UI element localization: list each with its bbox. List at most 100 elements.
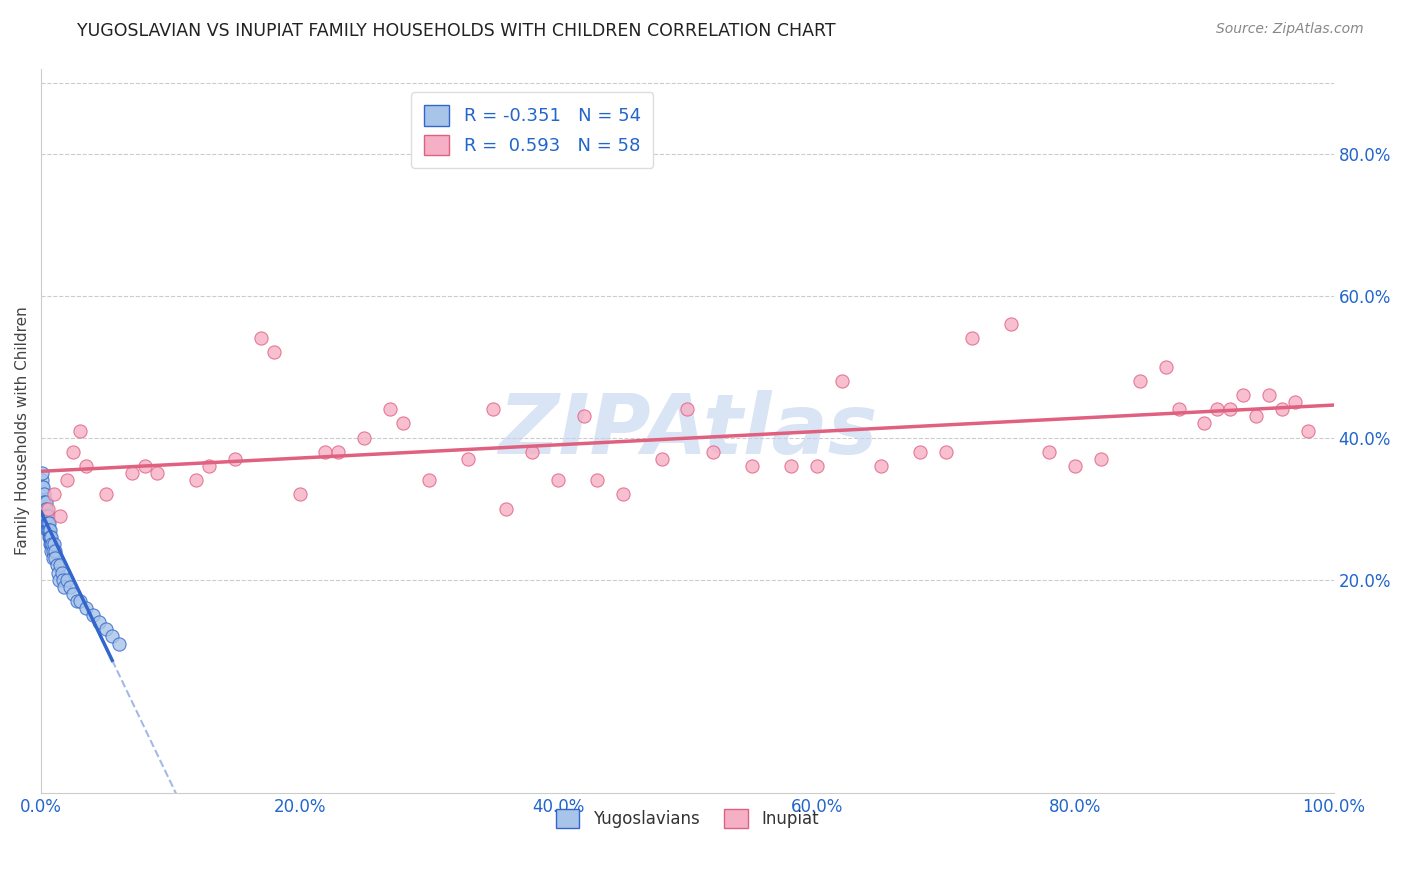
Point xyxy=(39,544,62,558)
Point xyxy=(94,487,117,501)
Point xyxy=(75,459,97,474)
Point xyxy=(39,537,62,551)
Point xyxy=(186,473,208,487)
Point xyxy=(32,494,55,508)
Text: YUGOSLAVIAN VS INUPIAT FAMILY HOUSEHOLDS WITH CHILDREN CORRELATION CHART: YUGOSLAVIAN VS INUPIAT FAMILY HOUSEHOLDS… xyxy=(77,22,837,40)
Point xyxy=(82,608,104,623)
Text: ZIPAtlas: ZIPAtlas xyxy=(498,390,877,471)
Point xyxy=(35,508,58,523)
Point xyxy=(1258,388,1281,402)
Point xyxy=(457,452,479,467)
Point xyxy=(89,615,111,630)
Point xyxy=(41,530,63,544)
Point xyxy=(38,530,60,544)
Point xyxy=(101,630,124,644)
Point xyxy=(66,594,89,608)
Point xyxy=(1064,459,1087,474)
Point xyxy=(1090,452,1112,467)
Point xyxy=(32,487,55,501)
Point xyxy=(1038,445,1060,459)
Point xyxy=(37,523,59,537)
Point xyxy=(39,530,62,544)
Point xyxy=(44,551,66,566)
Point xyxy=(1296,424,1319,438)
Point xyxy=(392,417,415,431)
Legend: Yugoslavians, Inupiat: Yugoslavians, Inupiat xyxy=(550,803,825,835)
Point xyxy=(146,466,169,480)
Point xyxy=(39,523,62,537)
Point xyxy=(572,409,595,424)
Point xyxy=(831,374,853,388)
Point xyxy=(51,566,73,580)
Point xyxy=(44,544,66,558)
Point xyxy=(121,466,143,480)
Point xyxy=(314,445,336,459)
Point xyxy=(56,573,79,587)
Point xyxy=(547,473,569,487)
Point xyxy=(69,424,91,438)
Point xyxy=(378,402,401,417)
Point xyxy=(1232,388,1254,402)
Point xyxy=(676,402,699,417)
Point xyxy=(1167,402,1189,417)
Point xyxy=(1206,402,1229,417)
Point xyxy=(806,459,828,474)
Point xyxy=(263,345,285,359)
Point xyxy=(870,459,893,474)
Point xyxy=(45,558,67,573)
Point xyxy=(41,537,63,551)
Point xyxy=(34,494,56,508)
Point xyxy=(107,636,129,650)
Point xyxy=(35,516,58,530)
Text: Source: ZipAtlas.com: Source: ZipAtlas.com xyxy=(1216,22,1364,37)
Point xyxy=(198,459,221,474)
Point xyxy=(328,445,350,459)
Point xyxy=(134,459,156,474)
Point xyxy=(31,466,53,480)
Point xyxy=(38,537,60,551)
Point xyxy=(960,331,983,345)
Point xyxy=(31,473,53,487)
Point xyxy=(52,573,75,587)
Point xyxy=(586,473,609,487)
Point xyxy=(31,480,53,494)
Point xyxy=(418,473,440,487)
Y-axis label: Family Households with Children: Family Households with Children xyxy=(15,306,30,555)
Point xyxy=(32,480,55,494)
Point xyxy=(69,594,91,608)
Point xyxy=(1129,374,1152,388)
Point xyxy=(908,445,931,459)
Point xyxy=(58,580,80,594)
Point xyxy=(288,487,311,501)
Point xyxy=(34,508,56,523)
Point xyxy=(35,501,58,516)
Point xyxy=(522,445,544,459)
Point xyxy=(34,501,56,516)
Point xyxy=(42,487,65,501)
Point xyxy=(34,494,56,508)
Point xyxy=(37,523,59,537)
Point xyxy=(38,516,60,530)
Point xyxy=(495,501,517,516)
Point xyxy=(56,473,79,487)
Point xyxy=(741,459,763,474)
Point xyxy=(37,508,59,523)
Point xyxy=(250,331,273,345)
Point xyxy=(1244,409,1267,424)
Point xyxy=(1194,417,1216,431)
Point xyxy=(31,487,53,501)
Point xyxy=(38,523,60,537)
Point xyxy=(1219,402,1241,417)
Point xyxy=(1284,395,1306,409)
Point xyxy=(651,452,673,467)
Point xyxy=(94,623,117,637)
Point xyxy=(42,544,65,558)
Point xyxy=(38,530,60,544)
Point xyxy=(49,558,72,573)
Point xyxy=(35,516,58,530)
Point xyxy=(62,445,84,459)
Point xyxy=(53,580,76,594)
Point xyxy=(37,516,59,530)
Point xyxy=(49,508,72,523)
Point xyxy=(702,445,724,459)
